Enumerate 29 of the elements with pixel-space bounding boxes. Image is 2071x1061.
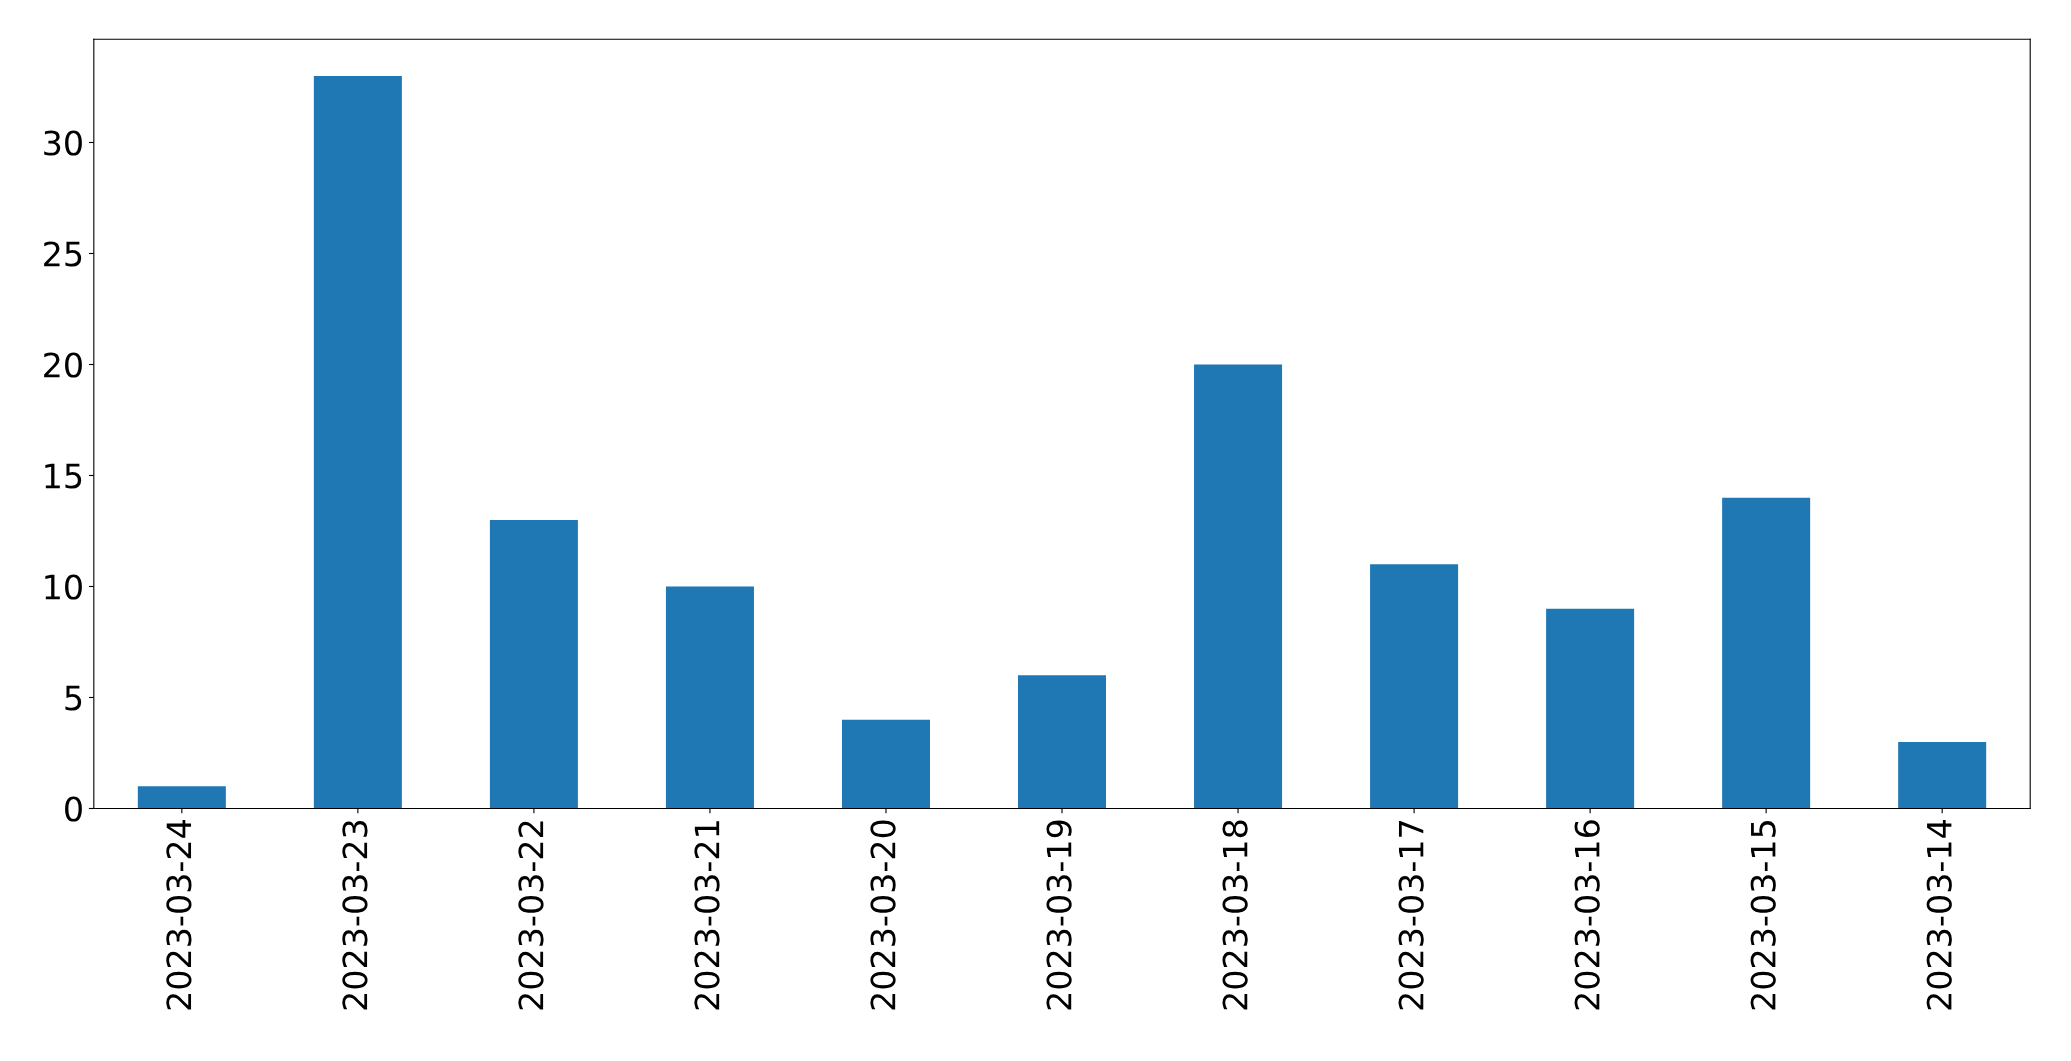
x-tick-label: 2023-03-21 xyxy=(694,821,720,1010)
x-tick-label: 2023-03-19 xyxy=(1046,820,1072,1010)
bar xyxy=(1898,741,1987,809)
y-tick-label: 15 xyxy=(45,463,82,489)
bar xyxy=(1194,364,1283,809)
x-tick-label: 2023-03-20 xyxy=(870,820,896,1010)
bar xyxy=(665,586,754,809)
x-tick-label: 2023-03-24 xyxy=(166,820,192,1010)
bar xyxy=(1370,564,1459,809)
y-tick-label: 10 xyxy=(45,574,82,600)
bar xyxy=(1018,675,1107,809)
bar xyxy=(1722,497,1811,809)
x-tick-label: 2023-03-15 xyxy=(1750,821,1776,1010)
y-tick-label: 5 xyxy=(65,685,82,711)
y-tick-label: 25 xyxy=(44,241,82,267)
x-tick-label: 2023-03-17 xyxy=(1398,821,1424,1010)
x-tick-label: 2023-03-16 xyxy=(1574,820,1600,1010)
bar xyxy=(137,786,226,809)
bar xyxy=(489,519,578,809)
y-tick-label: 30 xyxy=(44,130,82,156)
x-tick-label: 2023-03-22 xyxy=(518,821,544,1010)
y-tick-label: 0 xyxy=(65,796,82,822)
y-tick-label: 20 xyxy=(44,352,82,378)
bar xyxy=(1546,608,1635,809)
x-tick-label: 2023-03-23 xyxy=(342,820,368,1010)
bar xyxy=(313,75,402,809)
x-tick-label: 2023-03-14 xyxy=(1926,820,1952,1010)
x-tick-label: 2023-03-18 xyxy=(1222,820,1248,1010)
bar xyxy=(841,719,930,809)
